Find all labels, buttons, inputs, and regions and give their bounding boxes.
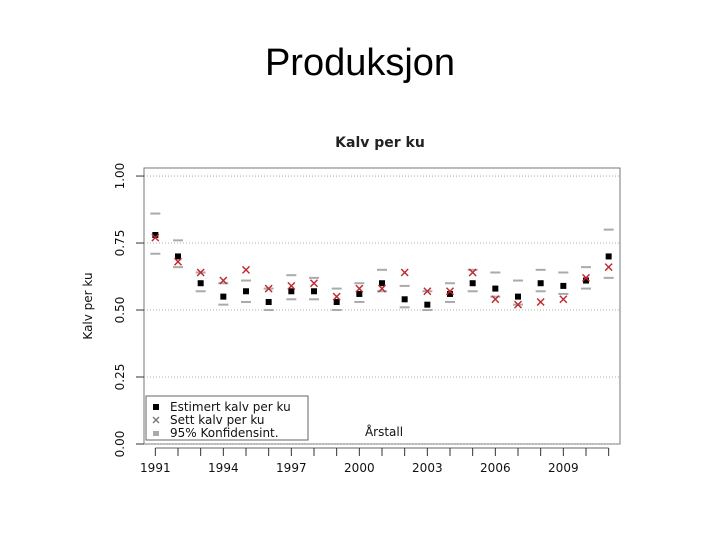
observed-point: [559, 295, 568, 304]
observed-point: [491, 295, 500, 304]
estimate-point: [197, 280, 204, 287]
observed-point: [355, 284, 364, 293]
y-tick-label: 0.75: [113, 230, 127, 257]
estimate-point: [152, 231, 159, 238]
observed-point: [332, 292, 341, 301]
estimate-point: [175, 253, 181, 260]
legend-estimate-marker: [153, 404, 159, 410]
observed-point: [242, 265, 250, 274]
slide-title: Produksjon: [264, 42, 456, 84]
x-tick-label: 2000: [344, 461, 375, 475]
observed-point: [196, 268, 205, 277]
observed-point: [378, 284, 386, 293]
estimate-point: [560, 282, 567, 289]
observed-point: [582, 273, 590, 282]
x-axis: 1991 1994 1997 2000 2003 2006 2009: [140, 447, 610, 475]
x-axis-label: Årstall: [365, 424, 403, 439]
legend-observed-label: Sett kalv per ku: [170, 413, 265, 427]
observed-point: [310, 279, 318, 288]
x-tick-label: 1997: [276, 461, 307, 475]
legend: Estimert kalv per ku Sett kalv per ku 95…: [145, 395, 309, 441]
x-tick-label: 2006: [480, 461, 511, 475]
observed-point: [536, 297, 545, 306]
estimate-point: [356, 290, 363, 297]
estimate-point: [515, 293, 521, 300]
estimate-point: [379, 280, 385, 287]
y-axis: 0.00 0.25 0.50 0.75 1.00: [113, 163, 144, 458]
legend-ci-label: 95% Konfidensint.: [170, 426, 279, 440]
observed-point: [400, 268, 409, 277]
estimate-point: [605, 253, 612, 260]
observed-point: [219, 276, 228, 285]
x-tick-label: 2003: [412, 461, 443, 475]
estimate-point: [288, 288, 295, 295]
observed-point: [264, 284, 273, 293]
estimate-point: [583, 277, 589, 284]
observed-point: [514, 300, 522, 309]
data-marks: [150, 212, 614, 312]
x-tick-label: 2009: [548, 461, 579, 475]
legend-ci-marker: [153, 431, 159, 436]
estimate-point: [243, 288, 249, 295]
estimate-point: [333, 298, 340, 305]
y-tick-label: 0.50: [113, 297, 127, 324]
observed-point: [423, 287, 432, 296]
legend-estimate-label: Estimert kalv per ku: [170, 400, 291, 414]
y-tick-label: 0.00: [113, 431, 127, 458]
legend-observed-marker: [152, 416, 160, 424]
observed-point: [287, 281, 296, 290]
observed-point: [468, 268, 477, 277]
grid-lines: [144, 175, 620, 445]
observed-point: [604, 263, 613, 272]
y-tick-label: 0.25: [113, 364, 127, 391]
estimate-point: [469, 280, 476, 287]
estimate-point: [424, 301, 431, 308]
estimate-point: [220, 293, 227, 300]
x-tick-label: 1994: [208, 461, 239, 475]
estimate-point: [447, 290, 453, 297]
observed-point: [174, 257, 182, 266]
y-axis-label: Kalv per ku: [81, 272, 95, 339]
estimate-point: [492, 285, 499, 292]
estimate-point: [265, 298, 272, 305]
observed-point: [151, 233, 160, 242]
estimate-point: [537, 280, 544, 287]
estimate-point: [311, 288, 317, 295]
legend-box: [145, 395, 309, 441]
x-tick-label: 1991: [140, 461, 171, 475]
y-tick-label: 1.00: [113, 163, 127, 190]
estimate-point: [401, 296, 408, 303]
chart-title: Kalv per ku: [335, 135, 425, 151]
observed-point: [446, 287, 454, 296]
